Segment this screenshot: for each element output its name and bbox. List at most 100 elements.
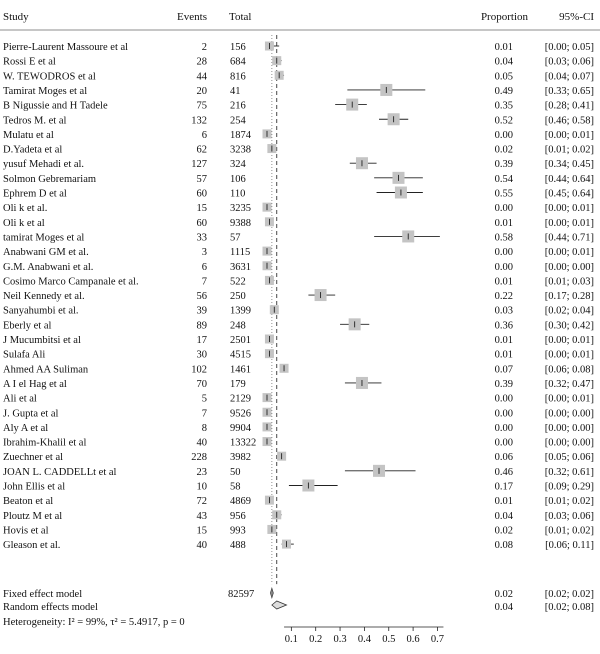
events-value: 5 <box>202 394 207 405</box>
table-row: G.M. Anabwani et al. 6 3631 0.00 [0.00; 0.00… <box>3 262 594 273</box>
heterogeneity-text: Heterogeneity: I² = 99%, τ² = 5.4917, p … <box>3 617 185 628</box>
ci-value: [0.32; 0.61] <box>545 467 594 478</box>
proportion-value: 0.01 <box>495 276 513 287</box>
proportion-value: 0.17 <box>495 482 513 493</box>
ci-value: [0.46; 0.58] <box>545 115 594 126</box>
table-row: W. TEWODROS et al 44 816 0.05 [0.04; 0.07] <box>3 71 594 82</box>
total-value: 956 <box>230 511 246 522</box>
events-value: 39 <box>197 306 208 317</box>
study-name: yusuf Mehadi et al. <box>3 159 84 170</box>
x-tick-label: 0.1 <box>285 634 298 645</box>
proportion-value: 0.58 <box>495 232 513 243</box>
table-row: Tamirat Moges et al 20 41 0.49 [0.33; 0.65] <box>3 86 594 97</box>
study-name: Neil Kennedy et al. <box>3 291 85 302</box>
total-value: 106 <box>230 174 246 185</box>
table-row: Sanyahumbi et al. 39 1399 0.03 [0.02; 0.04] <box>3 306 594 317</box>
proportion-value: 0.35 <box>495 101 513 112</box>
events-value: 15 <box>197 525 208 536</box>
ci-value: [0.03; 0.06] <box>545 511 594 522</box>
x-tick-label: 0.3 <box>333 634 346 645</box>
total-value: 9388 <box>230 218 251 229</box>
table-row: Ali et al 5 2129 0.00 [0.00; 0.01] <box>3 394 594 405</box>
x-tick-label: 0.5 <box>382 634 395 645</box>
events-value: 6 <box>202 262 207 273</box>
ci-value: [0.04; 0.07] <box>545 71 594 82</box>
study-name: B Nigussie and H Tadele <box>3 101 108 112</box>
study-name: W. TEWODROS et al <box>3 71 96 82</box>
heterogeneity-row: Heterogeneity: I² = 99%, τ² = 5.4917, p … <box>3 617 185 628</box>
header-ci: 95%-CI <box>559 11 594 23</box>
events-value: 60 <box>197 218 208 229</box>
fixed-effect-diamond <box>270 586 274 600</box>
study-rows: Pierre-Laurent Massoure et al 2 156 0.01 [0.… <box>3 42 594 551</box>
fixed-effect-label: Fixed effect model <box>3 589 82 600</box>
header-total: Total <box>229 11 251 23</box>
total-value: 248 <box>230 320 246 331</box>
study-name: Ephrem D et al <box>3 189 67 200</box>
events-value: 132 <box>191 115 207 126</box>
events-value: 30 <box>197 350 208 361</box>
x-tick-label: 0.2 <box>309 634 322 645</box>
random-effect-ci: [0.02; 0.08] <box>545 602 594 613</box>
study-name: J Mucumbitsi et al <box>3 335 81 346</box>
table-row: Rossi E et al 28 684 0.04 [0.03; 0.06] <box>3 57 594 68</box>
study-name: Ahmed AA Suliman <box>3 364 89 375</box>
total-value: 110 <box>230 189 245 200</box>
events-value: 56 <box>197 291 208 302</box>
x-tick-label: 0.6 <box>407 634 420 645</box>
events-value: 40 <box>197 540 208 551</box>
table-row: Ploutz M et al 43 956 0.04 [0.03; 0.06] <box>3 511 594 522</box>
table-row: A I el Hag et al 70 179 0.39 [0.32; 0.47] <box>3 379 594 390</box>
plot-area <box>262 35 440 585</box>
table-row: Oli k et al 60 9388 0.01 [0.00; 0.01] <box>3 218 594 229</box>
ci-value: [0.00; 0.05] <box>545 42 594 53</box>
column-headers: Study Events Total Proportion 95%-CI <box>3 11 594 23</box>
events-value: 33 <box>197 232 208 243</box>
x-tick-label: 0.4 <box>358 634 372 645</box>
study-name: Beaton et al <box>3 496 53 507</box>
total-value: 684 <box>230 57 247 68</box>
table-row: John Ellis et al 10 58 0.17 [0.09; 0.29] <box>3 482 594 493</box>
ci-value: [0.00; 0.01] <box>545 247 594 258</box>
ci-value: [0.06; 0.08] <box>545 364 594 375</box>
table-row: Neil Kennedy et al. 56 250 0.22 [0.17; 0.28] <box>3 291 594 302</box>
study-name: Sulafa Ali <box>3 350 45 361</box>
study-name: Gleason et al. <box>3 540 60 551</box>
total-value: 179 <box>230 379 246 390</box>
total-value: 1399 <box>230 306 251 317</box>
events-value: 44 <box>197 71 208 82</box>
ci-value: [0.17; 0.28] <box>545 291 594 302</box>
events-value: 57 <box>197 174 208 185</box>
header-events: Events <box>177 11 207 23</box>
study-name: Hovis et al <box>3 525 49 536</box>
table-row: yusuf Mehadi et al. 127 324 0.39 [0.34; 0.45… <box>3 159 594 170</box>
proportion-value: 0.07 <box>495 364 513 375</box>
proportion-value: 0.08 <box>495 540 513 551</box>
ci-value: [0.00; 0.01] <box>545 394 594 405</box>
table-row: B Nigussie and H Tadele 75 216 0.35 [0.28; 0… <box>3 101 594 112</box>
events-value: 127 <box>191 159 207 170</box>
study-name: Anabwani GM et al. <box>3 247 89 258</box>
table-row: Ibrahim-Khalil et al 40 13322 0.00 [0.00; 0.… <box>3 438 594 449</box>
proportion-value: 0.01 <box>495 496 513 507</box>
study-name: Ali et al <box>3 394 37 405</box>
study-name: tamirat Moges et al <box>3 232 84 243</box>
table-row: JOAN L. CADDELLt et al 23 50 0.46 [0.32; 0.6… <box>3 467 594 478</box>
total-value: 993 <box>230 525 246 536</box>
events-value: 28 <box>197 57 208 68</box>
table-row: J Mucumbitsi et al 17 2501 0.01 [0.00; 0.01] <box>3 335 594 346</box>
study-name: John Ellis et al <box>3 482 65 493</box>
random-effect-row: Random effects model 0.04 [0.02; 0.08] <box>3 602 594 613</box>
ci-value: [0.01; 0.02] <box>545 145 594 156</box>
study-name: Cosimo Marco Campanale et al. <box>3 276 139 287</box>
table-row: Gleason et al. 40 488 0.08 [0.06; 0.11] <box>3 540 594 551</box>
proportion-value: 0.55 <box>495 189 513 200</box>
x-tick-label: 0.7 <box>431 634 444 645</box>
proportion-value: 0.22 <box>495 291 513 302</box>
fixed-effect-row: Fixed effect model 82597 0.02 [0.02; 0.02] <box>3 589 594 600</box>
events-value: 75 <box>197 101 208 112</box>
proportion-value: 0.03 <box>495 306 513 317</box>
fixed-effect-total: 82597 <box>228 589 254 600</box>
ci-value: [0.00; 0.01] <box>545 203 594 214</box>
